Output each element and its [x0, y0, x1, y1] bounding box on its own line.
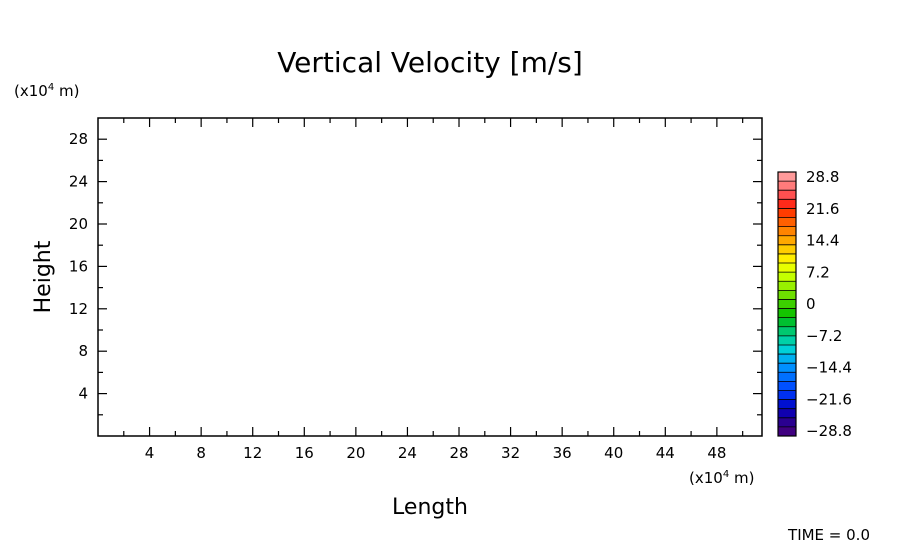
y-tick-label: 4: [78, 385, 88, 403]
x-tick-label: 48: [707, 444, 726, 462]
x-tick-label: 16: [295, 444, 314, 462]
colorbar-swatch: [778, 308, 796, 318]
time-label: TIME = 0.0: [787, 526, 870, 544]
y-unit-label: (x104 m): [14, 82, 79, 100]
colorbar-label: −7.2: [806, 327, 842, 345]
x-tick-label: 36: [553, 444, 572, 462]
colorbar-swatch: [778, 263, 796, 273]
colorbar: 28.8 21.6 14.4 7.2 0 −7.2 −14.4 −21.6 −28.8: [777, 168, 852, 440]
y-tick-label: 8: [78, 342, 88, 360]
colorbar-swatch: [778, 208, 796, 218]
colorbar-swatch: [778, 372, 796, 382]
x-tick-label: 44: [656, 444, 675, 462]
y-axis-title: Height: [31, 240, 56, 313]
colorbar-swatch: [778, 226, 796, 237]
y-axis: 4 8 12 16 20 24 28: [69, 130, 762, 416]
x-unit-label: (x104 m): [689, 469, 754, 487]
x-tick-label: 24: [398, 444, 417, 462]
colorbar-swatch: [778, 217, 796, 227]
y-unit-exponent: 4: [48, 82, 54, 93]
colorbar-swatch: [778, 172, 796, 182]
colorbar-swatch: [778, 344, 796, 355]
plot-area: [97, 117, 763, 437]
colorbar-swatch: [778, 181, 796, 191]
y-tick-label: 24: [69, 173, 88, 191]
colorbar-swatch: [778, 354, 796, 364]
colorbar-label: 7.2: [806, 263, 830, 281]
x-axis: 4 8 12 16 20 24 28 32 36 40 44 48: [123, 118, 744, 462]
y-tick-label: 28: [69, 130, 88, 148]
x-axis-title: Length: [392, 495, 468, 520]
colorbar-label: 28.8: [806, 168, 839, 186]
colorbar-swatch: [778, 253, 796, 264]
x-unit-exponent: 4: [723, 469, 729, 480]
x-tick-label: 20: [346, 444, 365, 462]
colorbar-swatch: [778, 190, 796, 200]
colorbar-label: 0: [806, 295, 816, 313]
x-tick-label: 32: [501, 444, 520, 462]
y-tick-label: 12: [69, 300, 88, 318]
x-unit-suffix: m): [729, 469, 754, 487]
colorbar-swatch: [778, 235, 796, 246]
colorbar-swatch: [778, 335, 796, 346]
y-unit-prefix: (x10: [14, 82, 48, 100]
colorbar-label: 21.6: [806, 200, 839, 218]
colorbar-label: −21.6: [806, 390, 852, 408]
colorbar-swatch: [778, 281, 796, 291]
colorbar-swatch: [778, 317, 796, 328]
colorbar-swatch: [778, 390, 796, 400]
colorbar-swatch: [778, 244, 796, 255]
colorbar-swatch: [778, 363, 796, 373]
colorbar-frame: [777, 171, 797, 437]
colorbar-swatch: [778, 199, 796, 209]
colorbar-swatch: [778, 417, 796, 428]
colorbar-swatch: [778, 399, 796, 409]
colorbar-swatch: [778, 408, 796, 419]
colorbar-label: −28.8: [806, 422, 852, 440]
colorbar-swatch: [778, 272, 796, 282]
x-tick-label: 40: [604, 444, 623, 462]
colorbar-swatch: [778, 326, 796, 337]
x-tick-label: 8: [196, 444, 206, 462]
x-tick-label: 28: [449, 444, 468, 462]
colorbar-swatch: [778, 381, 796, 391]
colorbar-label: −14.4: [806, 359, 852, 377]
x-tick-label: 4: [145, 444, 155, 462]
chart-title: Vertical Velocity [m/s]: [277, 46, 583, 79]
y-unit-suffix: m): [54, 82, 79, 100]
y-tick-label: 20: [69, 215, 88, 233]
x-unit-prefix: (x10: [689, 469, 723, 487]
colorbar-swatch: [778, 299, 796, 309]
colorbar-label: 14.4: [806, 232, 839, 250]
x-tick-label: 12: [243, 444, 262, 462]
colorbar-swatch: [778, 426, 796, 437]
y-tick-label: 16: [69, 257, 88, 275]
colorbar-swatch: [778, 290, 796, 300]
